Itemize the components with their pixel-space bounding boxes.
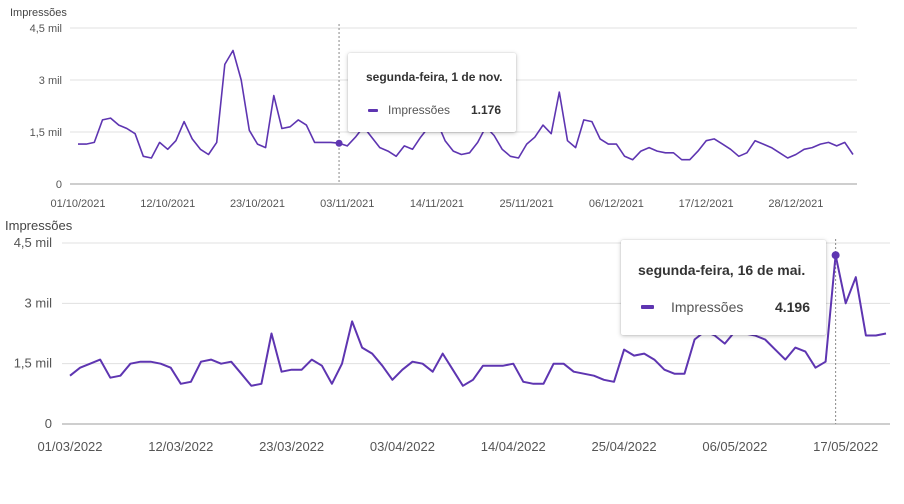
x-tick-label: 23/03/2022 [259,439,324,454]
tooltip-value: 4.196 [774,299,810,315]
tooltip-series-label: Impressões [671,299,744,315]
hover-point [335,139,343,147]
x-tick-label: 01/10/2021 [50,198,105,210]
x-tick-label: 06/12/2021 [589,198,644,210]
tooltip-series-label: Impressões [388,103,451,117]
series-line-impressoes [78,49,854,161]
hover-point [831,251,840,260]
x-tick-label: 06/05/2022 [702,439,767,454]
series-swatch-icon [368,108,378,112]
y-tick-label: 0 [45,416,52,431]
y-tick-label: 3 mil [25,295,53,310]
x-tick-label: 14/11/2021 [410,198,464,210]
x-tick-label: 17/05/2022 [813,439,878,454]
tooltip-row: Impressões 1.176 [368,103,501,117]
x-tick-label: 25/11/2021 [500,198,554,210]
x-tick-label: 28/12/2021 [768,198,823,210]
y-tick-label: 0 [56,179,62,191]
x-tick-label: 03/11/2021 [320,198,374,210]
y-tick-label: 4,5 mil [30,23,62,35]
y-tick-label: 1,5 mil [14,356,52,371]
y-axis-title: Impressões [5,218,73,233]
tooltip-row: Impressões 4.196 [641,299,810,315]
y-tick-label: 3 mil [39,75,62,87]
y-tick-label: 4,5 mil [14,235,52,250]
x-tick-label: 17/12/2021 [679,198,734,210]
x-tick-label: 25/04/2022 [592,439,657,454]
tooltip-value: 1.176 [470,103,501,117]
x-tick-label: 03/04/2022 [370,439,435,454]
y-tick-label: 1,5 mil [30,127,62,139]
tooltip-title: segunda-feira, 16 de mai. [638,262,806,278]
series-swatch-icon [641,305,654,309]
tooltip-chart-2: segunda-feira, 16 de mai. Impressões 4.1… [621,240,826,335]
x-tick-label: 12/10/2021 [140,198,195,210]
x-tick-label: 12/03/2022 [148,439,213,454]
tooltip-chart-1: segunda-feira, 1 de nov. Impressões 1.17… [348,53,516,132]
x-tick-label: 01/03/2022 [37,439,102,454]
x-tick-label: 14/04/2022 [481,439,546,454]
y-axis-title: Impressões [10,7,67,19]
tooltip-title: segunda-feira, 1 de nov. [366,70,503,84]
x-tick-label: 23/10/2021 [230,198,285,210]
